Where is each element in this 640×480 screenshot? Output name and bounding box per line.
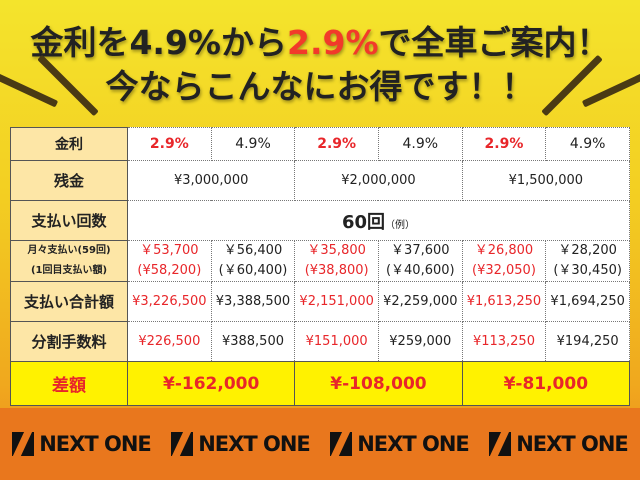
cell: ¥3,000,000 (126, 160, 296, 201)
monthly-value: ￥53,700 (140, 243, 199, 258)
cell: 4.9% (210, 127, 296, 161)
table-row-monthly: 月々支払い(59回) (1回目支払い額) ￥53,700 (¥58,200) ￥56… (10, 240, 630, 282)
cell: ¥259,000 (377, 321, 463, 362)
row-label: 支払い合計額 (10, 281, 128, 322)
headline-text: で全車ご案内！ (378, 23, 610, 62)
headline-highlight-rate: 2.9% (287, 23, 379, 62)
monthly-value: ￥37,600 (391, 243, 450, 258)
first-payment: (￥40,600) (385, 263, 455, 278)
cell: ￥35,800 (¥38,800) (294, 240, 379, 282)
cell: ￥56,400 (￥60,400) (210, 240, 296, 282)
brand-logo-text: NEXT ONE (39, 432, 152, 456)
comparison-table: 金利 2.9% 4.9% 2.9% 4.9% 2.9% 4.9% 残金 ¥3,0… (10, 127, 631, 406)
cell: ￥37,600 (￥40,600) (377, 240, 463, 282)
cell: 2.9% (461, 127, 547, 161)
cell: ￥53,700 (¥58,200) (127, 240, 212, 282)
cell: ¥3,388,500 (210, 281, 296, 322)
row-label: 分割手数料 (10, 321, 128, 362)
cell: 2.9% (127, 127, 212, 161)
count-value: 60回 (341, 211, 386, 233)
monthly-value: ￥26,800 (474, 243, 534, 258)
cell: ¥-108,000 (294, 361, 463, 406)
cell: ¥-81,000 (461, 361, 631, 406)
brand-band: NEXT ONE NEXT ONE NEXT ONE NEXT ONE (0, 408, 640, 480)
monthly-value: ￥28,200 (558, 243, 617, 258)
cell: ¥3,226,500 (127, 281, 212, 322)
row-label: 金利 (10, 127, 128, 161)
cell: ￥26,800 (¥32,050) (461, 240, 547, 282)
monthly-value: ￥56,400 (223, 243, 283, 258)
cell: ¥-162,000 (126, 361, 296, 406)
brand-logo-text: NEXT ONE (198, 432, 311, 456)
cell: ¥2,259,000 (377, 281, 463, 322)
table-row-difference: 差額 ¥-162,000 ¥-108,000 ¥-81,000 (10, 361, 631, 406)
cell: ¥388,500 (210, 321, 296, 362)
brand-logo-text: NEXT ONE (516, 432, 629, 456)
brand-logo-text: NEXT ONE (357, 432, 470, 456)
cell: ¥1,694,250 (545, 281, 630, 322)
first-payment: (￥60,400) (218, 263, 288, 278)
row-label-line: (1回目支払い額) (30, 265, 108, 276)
headline-line-1: 金利を4.9%から2.9%で全車ご案内！ (0, 16, 640, 64)
table-row-count: 支払い回数 60回（例） (10, 200, 630, 241)
brand-logo: NEXT ONE (330, 432, 470, 456)
table-row-principal: 残金 ¥3,000,000 ¥2,000,000 ¥1,500,000 (10, 160, 631, 201)
brand-mark-icon (171, 432, 194, 456)
cell: ¥1,613,250 (461, 281, 547, 322)
row-label: 差額 (10, 361, 128, 406)
cell: ¥113,250 (461, 321, 547, 362)
brand-logo: NEXT ONE (12, 432, 152, 456)
row-label-line: 月々支払い(59回) (27, 245, 111, 256)
monthly-value: ￥35,800 (307, 243, 366, 258)
first-payment: (￥30,450) (553, 263, 622, 278)
cell: 60回（例） (127, 200, 630, 241)
cell: 4.9% (545, 127, 630, 161)
first-payment: (¥38,800) (304, 263, 369, 278)
cell: ¥1,500,000 (461, 160, 631, 201)
cell: 4.9% (377, 127, 463, 161)
cell: ¥2,151,000 (294, 281, 379, 322)
cell: ￥28,200 (￥30,450) (545, 240, 630, 282)
headline-line-2: 今ならこんなにお得です！！ (105, 67, 535, 106)
cell: ¥2,000,000 (294, 160, 463, 201)
cell: 2.9% (294, 127, 379, 161)
brand-mark-icon (330, 432, 353, 456)
first-payment: (¥58,200) (137, 263, 202, 278)
count-note: （例） (385, 219, 416, 231)
table-row-fee: 分割手数料 ¥226,500 ¥388,500 ¥151,000 ¥259,00… (10, 321, 630, 362)
cell: ¥151,000 (294, 321, 379, 362)
table-row-rate: 金利 2.9% 4.9% 2.9% 4.9% 2.9% 4.9% (10, 127, 630, 161)
cell: ¥194,250 (545, 321, 630, 362)
first-payment: (¥32,050) (472, 263, 536, 278)
table-row-total: 支払い合計額 ¥3,226,500 ¥3,388,500 ¥2,151,000 … (10, 281, 630, 322)
headline-text: 金利を4.9%から (30, 23, 287, 62)
row-label: 月々支払い(59回) (1回目支払い額) (10, 240, 128, 282)
brand-mark-icon (489, 432, 512, 456)
row-label: 残金 (10, 160, 128, 201)
brand-mark-icon (12, 432, 35, 456)
brand-logo: NEXT ONE (171, 432, 311, 456)
cell: ¥226,500 (127, 321, 212, 362)
brand-logo: NEXT ONE (489, 432, 629, 456)
row-label: 支払い回数 (10, 200, 128, 241)
